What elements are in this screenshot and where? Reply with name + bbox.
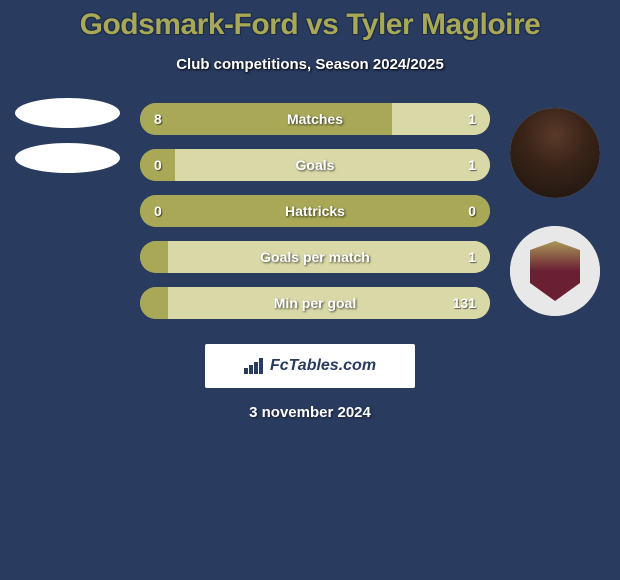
- right-avatars: [510, 108, 600, 316]
- player-right-avatar: [510, 108, 600, 198]
- chart-icon: [244, 358, 264, 374]
- branding-text: FcTables.com: [270, 357, 376, 375]
- player-left-avatar: [15, 98, 120, 128]
- stat-bars: 8 Matches 1 0 Goals 1 0 Hattricks 0 Goals per mat…: [140, 103, 490, 319]
- branding-logo: FcTables.com: [205, 344, 415, 388]
- stat-value-right: 0: [468, 203, 476, 219]
- left-avatars: [15, 98, 120, 173]
- stat-value-right: 131: [453, 295, 476, 311]
- team-left-avatar: [15, 143, 120, 173]
- stat-label: Hattricks: [285, 203, 345, 219]
- stat-row: 0 Hattricks 0: [140, 195, 490, 227]
- date-label: 3 november 2024: [0, 404, 620, 421]
- stat-value-left: 8: [154, 111, 162, 127]
- stat-value-right: 1: [468, 249, 476, 265]
- stat-label: Goals per match: [260, 249, 370, 265]
- comparison-area: 8 Matches 1 0 Goals 1 0 Hattricks 0 Goals per mat…: [0, 103, 620, 319]
- stat-row: Min per goal 131: [140, 287, 490, 319]
- stat-row: 0 Goals 1: [140, 149, 490, 181]
- subtitle: Club competitions, Season 2024/2025: [0, 56, 620, 73]
- page-title: Godsmark-Ford vs Tyler Magloire: [0, 8, 620, 42]
- stat-value-right: 1: [468, 157, 476, 173]
- stat-row: 8 Matches 1: [140, 103, 490, 135]
- stat-value-right: 1: [468, 111, 476, 127]
- stat-label: Goals: [296, 157, 335, 173]
- stat-row: Goals per match 1: [140, 241, 490, 273]
- stat-value-left: 0: [154, 203, 162, 219]
- team-right-avatar: [510, 226, 600, 316]
- stat-label: Matches: [287, 111, 343, 127]
- stat-label: Min per goal: [274, 295, 356, 311]
- stat-value-left: 0: [154, 157, 162, 173]
- comparison-card: Godsmark-Ford vs Tyler Magloire Club com…: [0, 0, 620, 421]
